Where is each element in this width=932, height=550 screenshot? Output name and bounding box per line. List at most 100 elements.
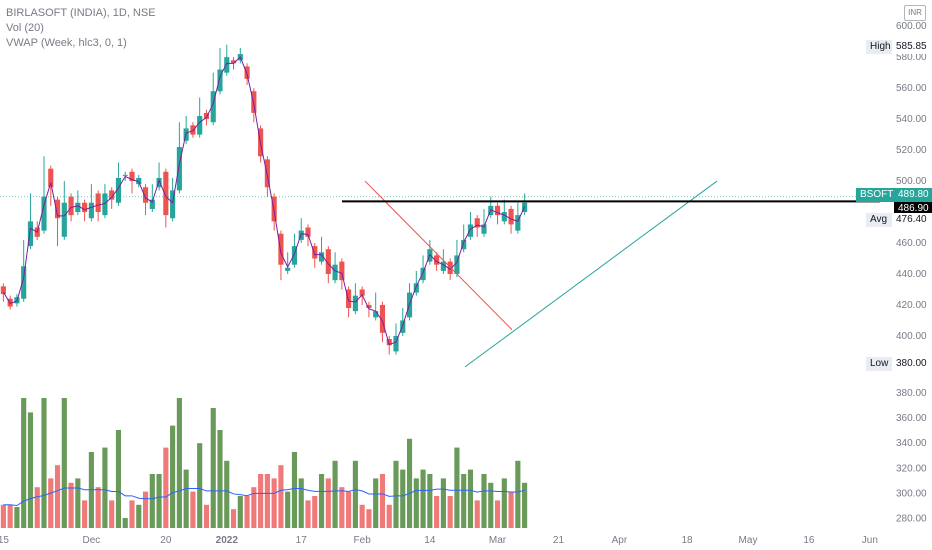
- volume-bar: [271, 478, 277, 528]
- candle-body: [54, 199, 61, 219]
- time-tick-label: 18: [682, 535, 694, 546]
- volume-tick-label: 380.00: [896, 388, 927, 399]
- volume-bar: [41, 398, 47, 528]
- candle-body: [61, 202, 67, 237]
- volume-bar: [237, 496, 243, 528]
- volume-bar: [413, 478, 419, 528]
- volume-bar: [251, 487, 257, 528]
- volume-tick-label: 340.00: [896, 438, 927, 449]
- volume-bar: [278, 465, 284, 528]
- time-tick-label: 2022: [216, 535, 239, 546]
- volume-bar: [508, 491, 514, 528]
- candle-body: [413, 283, 419, 293]
- candle-body: [373, 311, 379, 318]
- volume-bar: [129, 500, 135, 528]
- volume-bar: [427, 474, 433, 528]
- candle-body: [434, 255, 440, 265]
- volume-bar: [170, 425, 176, 528]
- volume-bar: [68, 482, 74, 528]
- time-tick-label: Apr: [612, 535, 628, 546]
- volume-bar: [285, 491, 291, 528]
- low-value: 380.00: [892, 357, 932, 371]
- volume-bar: [156, 474, 162, 528]
- volume-tick-label: 300.00: [896, 488, 927, 499]
- chart-legend: BIRLASOFT (INDIA), 1D, NSE Vol (20) VWAP…: [6, 6, 156, 51]
- candle-body: [318, 252, 325, 262]
- symbol-legend[interactable]: BIRLASOFT (INDIA), 1D, NSE: [6, 7, 156, 19]
- candle-body: [136, 177, 142, 185]
- candle-body: [149, 199, 155, 209]
- volume-bar: [210, 408, 216, 528]
- volume-legend[interactable]: Vol (20): [6, 22, 44, 34]
- candle-body: [332, 264, 338, 281]
- candle-body: [325, 249, 331, 274]
- candle-body: [142, 187, 149, 203]
- time-tick-label: May: [739, 535, 758, 546]
- price-tick-label: 460.00: [896, 238, 927, 249]
- candle-body: [102, 193, 108, 216]
- candle-body: [461, 239, 467, 250]
- volume-bar: [359, 504, 365, 528]
- volume-bar: [454, 447, 460, 528]
- volume-bar: [95, 487, 101, 528]
- volume-bar: [406, 438, 413, 528]
- candle-body: [379, 304, 386, 333]
- time-tick-label: 14: [424, 535, 436, 546]
- candle-body: [75, 202, 81, 213]
- candle-body: [494, 205, 501, 216]
- volume-bar: [474, 500, 480, 528]
- volume-bar: [467, 469, 474, 528]
- volume-bar: [190, 491, 196, 528]
- candle-body: [481, 224, 487, 234]
- volume-bar: [346, 491, 352, 528]
- candle-body: [109, 190, 115, 200]
- candle-body: [386, 339, 392, 346]
- time-tick-label: Dec: [82, 535, 100, 546]
- candle-body: [21, 266, 27, 299]
- candle-body: [41, 196, 47, 231]
- volume-bar: [102, 447, 108, 528]
- volume-bar: [373, 478, 379, 528]
- volume-bar: [183, 469, 189, 528]
- price-tick-label: 500.00: [896, 176, 927, 187]
- candle-body: [224, 57, 230, 73]
- support-trendline: [464, 180, 718, 368]
- volume-tick-label: 360.00: [896, 413, 927, 424]
- avg-label: Avg: [866, 213, 892, 227]
- volume-bar: [352, 460, 358, 528]
- volume-bar: [488, 482, 494, 528]
- candle-body: [454, 255, 460, 274]
- candle-body: [359, 289, 365, 296]
- candle-body: [48, 168, 54, 188]
- time-tick-label: 15: [0, 535, 9, 546]
- price-tick-label: 580.00: [896, 52, 927, 63]
- volume-bar: [264, 474, 270, 528]
- candle-body: [197, 116, 203, 135]
- volume-bar: [34, 487, 40, 528]
- volume-bar: [244, 496, 250, 528]
- volume-bar: [400, 469, 406, 528]
- candle-body: [440, 261, 446, 271]
- time-tick-label: Feb: [354, 535, 372, 546]
- candle-body: [163, 171, 169, 216]
- volume-bar: [339, 487, 345, 528]
- volume-bar: [224, 460, 230, 528]
- candle-body: [88, 202, 94, 219]
- volume-bar: [61, 398, 67, 528]
- volume-bar: [494, 500, 501, 528]
- candle-body: [393, 335, 399, 352]
- candle-body: [115, 177, 122, 203]
- volume-bar: [325, 478, 331, 528]
- vwap-legend[interactable]: VWAP (Week, hlc3, 0, 1): [6, 37, 127, 49]
- currency-badge[interactable]: INR: [904, 5, 926, 21]
- candle-body: [352, 295, 358, 312]
- candle-body: [95, 193, 101, 213]
- candle-body: [515, 215, 521, 231]
- candle-body: [203, 112, 210, 120]
- time-tick-label: 17: [296, 535, 308, 546]
- time-tick-label: Mar: [489, 535, 507, 546]
- high-value: 585.85: [892, 40, 932, 54]
- candle-body: [217, 69, 223, 92]
- price-tick-label: 420.00: [896, 300, 927, 311]
